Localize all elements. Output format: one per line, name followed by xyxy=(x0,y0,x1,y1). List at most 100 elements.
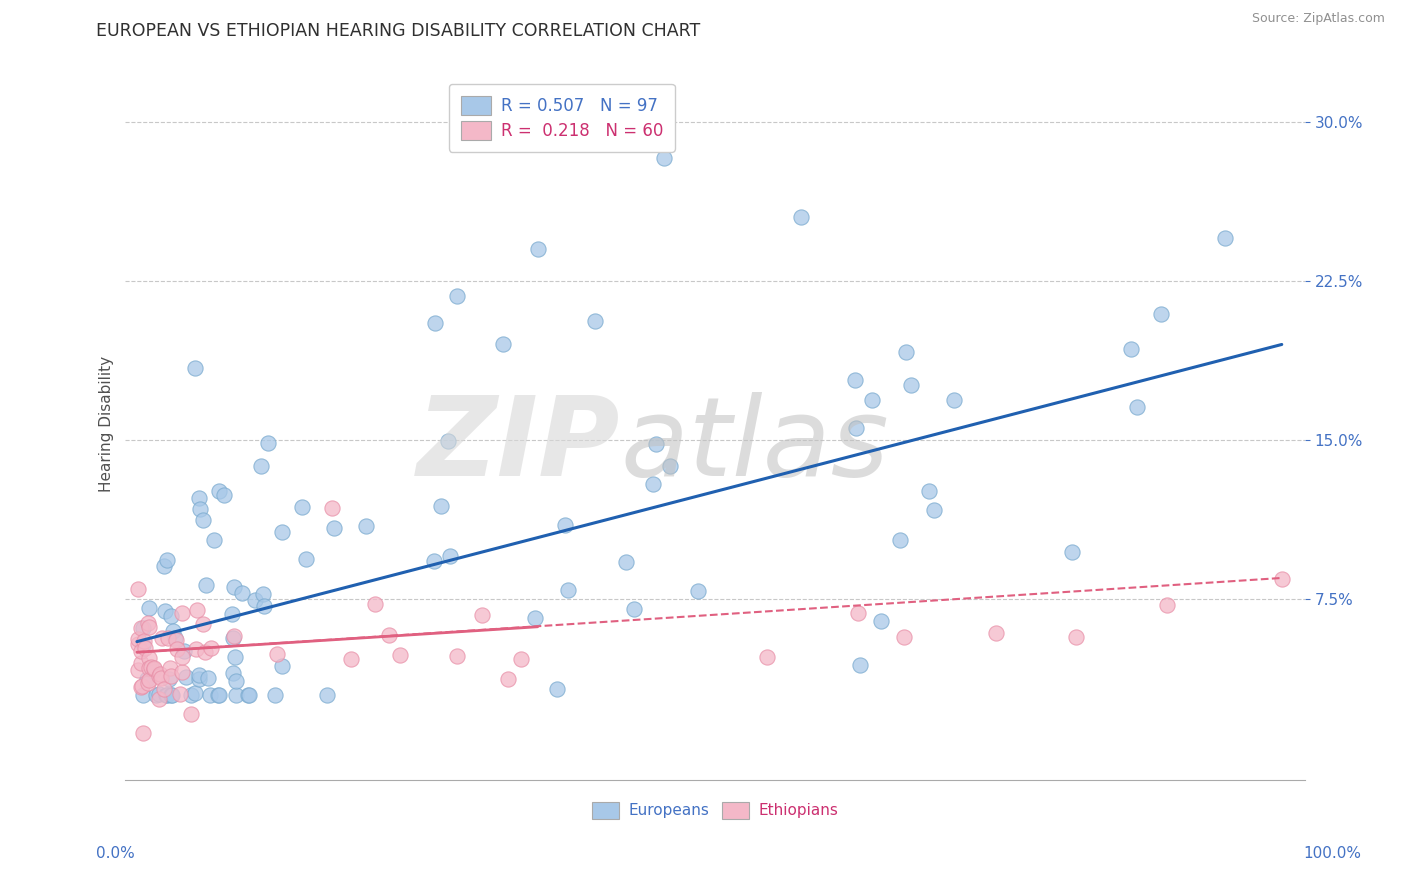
Point xyxy=(315,688,337,702)
Point xyxy=(132,634,155,648)
Point xyxy=(180,688,202,702)
Point xyxy=(202,533,225,547)
Point xyxy=(156,631,179,645)
Point xyxy=(131,680,153,694)
Point xyxy=(645,437,668,451)
Point xyxy=(509,652,531,666)
Y-axis label: Hearing Disability: Hearing Disability xyxy=(100,356,114,492)
Point xyxy=(849,658,872,673)
Point xyxy=(446,649,468,664)
Point xyxy=(127,637,149,651)
Point xyxy=(142,664,165,678)
Point xyxy=(208,688,231,702)
Point xyxy=(134,640,156,655)
Point xyxy=(148,687,170,701)
Point xyxy=(165,632,187,647)
Point xyxy=(155,688,177,702)
Point xyxy=(194,578,217,592)
Point xyxy=(231,586,253,600)
Point xyxy=(153,559,176,574)
Point xyxy=(184,686,207,700)
Point xyxy=(1150,306,1173,320)
Text: ZIP: ZIP xyxy=(418,392,620,499)
Point xyxy=(1064,630,1087,644)
Point xyxy=(225,673,247,688)
Point xyxy=(157,672,180,686)
Point xyxy=(252,587,274,601)
Point xyxy=(131,621,153,635)
Text: Source: ZipAtlas.com: Source: ZipAtlas.com xyxy=(1251,12,1385,25)
Point xyxy=(138,661,160,675)
Point xyxy=(165,632,187,646)
Point xyxy=(197,671,219,685)
Point xyxy=(153,604,176,618)
Point xyxy=(131,726,153,740)
Point xyxy=(922,502,945,516)
Text: 100.0%: 100.0% xyxy=(1303,847,1361,861)
Point xyxy=(250,458,273,473)
Point xyxy=(184,361,207,376)
Point xyxy=(378,628,401,642)
Point xyxy=(172,606,194,620)
Point xyxy=(623,601,645,615)
Point xyxy=(844,373,866,387)
Point xyxy=(150,631,173,645)
Point xyxy=(1271,572,1294,586)
Point xyxy=(142,662,165,676)
Point xyxy=(139,660,162,674)
Point xyxy=(186,603,208,617)
Point xyxy=(439,549,461,563)
Point xyxy=(1121,342,1143,356)
Point xyxy=(127,582,149,597)
Point xyxy=(193,513,215,527)
Point xyxy=(129,621,152,635)
Text: 0.0%: 0.0% xyxy=(96,847,135,861)
Point xyxy=(245,593,267,607)
Point xyxy=(364,597,387,611)
Point xyxy=(155,553,177,567)
Point xyxy=(160,688,183,702)
Point xyxy=(583,314,606,328)
Point xyxy=(422,554,444,568)
Point xyxy=(135,672,157,686)
Point xyxy=(127,663,149,677)
Point xyxy=(170,665,193,679)
Text: atlas: atlas xyxy=(620,392,890,499)
Point xyxy=(546,681,568,696)
Point xyxy=(790,210,813,224)
Point xyxy=(162,624,184,638)
Point xyxy=(291,500,314,515)
Point xyxy=(238,688,260,702)
Point xyxy=(166,642,188,657)
Point xyxy=(492,337,515,351)
Point xyxy=(1213,231,1236,245)
Point xyxy=(148,691,170,706)
Point xyxy=(138,601,160,615)
Point xyxy=(526,242,548,256)
Point xyxy=(127,632,149,646)
Point xyxy=(148,668,170,682)
Point xyxy=(208,483,231,498)
Point xyxy=(169,687,191,701)
Point xyxy=(131,688,153,702)
Point xyxy=(150,671,173,685)
Point xyxy=(187,491,209,505)
Point xyxy=(180,706,202,721)
Point xyxy=(430,499,453,513)
Point xyxy=(131,679,153,693)
Point xyxy=(557,583,579,598)
Point xyxy=(145,688,167,702)
Point xyxy=(138,673,160,688)
Point xyxy=(200,640,222,655)
Point xyxy=(198,688,221,702)
Point xyxy=(470,607,492,622)
Point xyxy=(257,436,280,450)
Point xyxy=(193,616,215,631)
Point xyxy=(554,518,576,533)
Point xyxy=(918,483,941,498)
Point xyxy=(340,652,363,666)
Point xyxy=(131,643,153,657)
Legend: Europeans, Ethiopians: Europeans, Ethiopians xyxy=(586,796,845,825)
Point xyxy=(652,151,675,165)
Point xyxy=(271,659,294,673)
